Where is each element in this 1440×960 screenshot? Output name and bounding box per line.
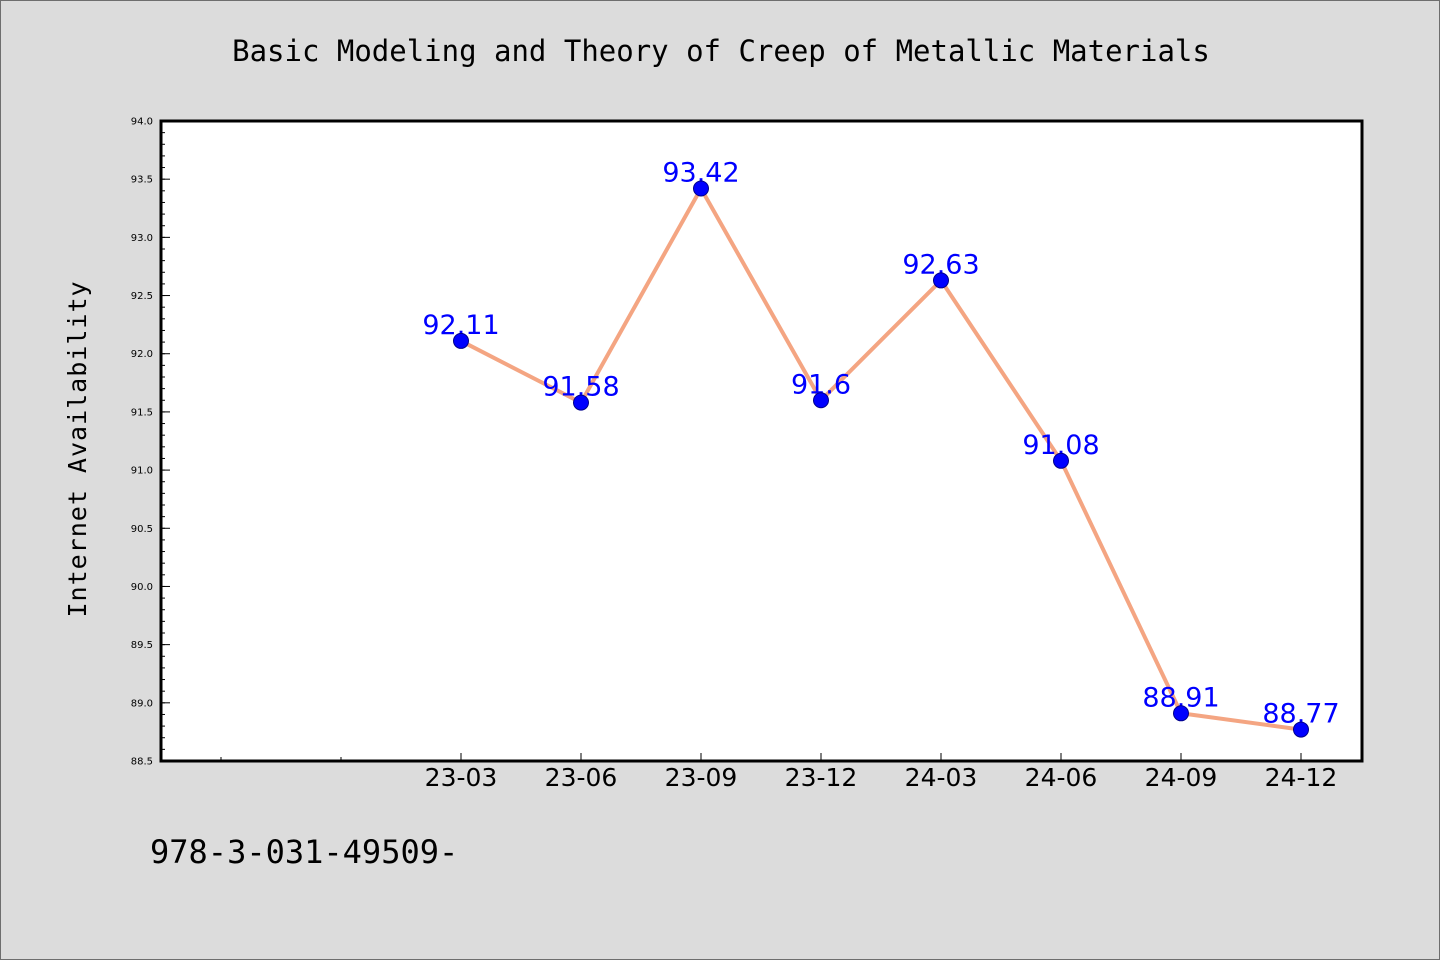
y-tick-label: 94.0	[131, 117, 153, 128]
plot-area	[161, 121, 1362, 761]
data-point	[453, 332, 469, 349]
y-tick-label: 93.0	[131, 233, 153, 244]
y-tick-label: 88.5	[131, 757, 153, 768]
chart-title: Basic Modeling and Theory of Creep of Me…	[232, 34, 1210, 68]
y-tick-label: 92.5	[131, 291, 153, 302]
y-tick-label: 93.5	[131, 175, 153, 186]
x-tick-label: 23-03	[425, 763, 498, 792]
data-point	[1173, 705, 1189, 722]
y-tick-label: 91.5	[131, 407, 153, 418]
x-tick-label: 23-06	[545, 763, 618, 792]
x-tick-label: 24-09	[1145, 763, 1218, 792]
data-point	[573, 394, 589, 411]
series-line	[459, 186, 1303, 732]
x-tick-label: 24-03	[905, 763, 978, 792]
x-tick-label: 24-12	[1265, 763, 1338, 792]
data-point	[933, 272, 949, 289]
data-point	[813, 392, 829, 409]
y-tick-label: 90.5	[131, 524, 153, 535]
y-tick-label: 90.0	[131, 582, 153, 593]
y-axis-label: Internet Availability	[63, 280, 92, 617]
x-tick-label: 24-06	[1025, 763, 1098, 792]
x-tick-label: 23-12	[785, 763, 858, 792]
footer-note: 978-3-031-49509-	[150, 833, 459, 871]
data-point	[1053, 452, 1069, 469]
data-point	[693, 180, 709, 197]
y-tick-label: 89.5	[131, 640, 153, 651]
y-tick-label: 92.0	[131, 349, 153, 360]
y-tick-label: 91.0	[131, 466, 153, 477]
plot-frame	[159, 119, 1364, 763]
data-point	[1293, 721, 1309, 738]
x-tick-label: 23-09	[665, 763, 738, 792]
y-tick-label: 89.0	[131, 698, 153, 709]
